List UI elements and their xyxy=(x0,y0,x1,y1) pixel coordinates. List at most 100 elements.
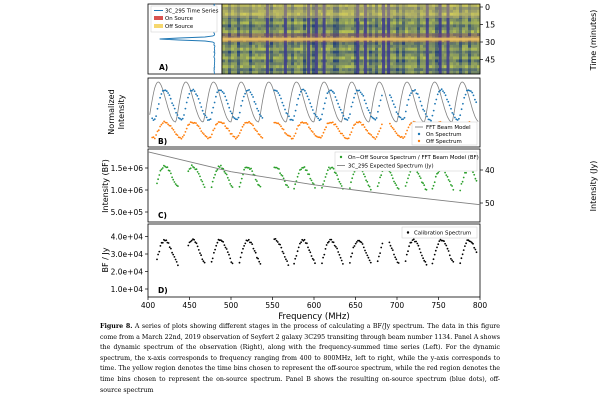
heatmap-cell xyxy=(384,68,388,72)
calibration-point xyxy=(418,248,421,250)
off-spectrum-point xyxy=(338,130,341,133)
heatmap-cell xyxy=(342,59,346,63)
heatmap-cell xyxy=(417,41,421,46)
heatmap-cell xyxy=(429,6,433,11)
off-spectrum-point xyxy=(242,123,245,126)
heatmap-cell xyxy=(261,62,265,66)
heatmap-cell xyxy=(252,53,256,57)
on-spectrum-point xyxy=(412,90,415,92)
on-spectrum-point xyxy=(371,116,374,119)
heatmap-cell xyxy=(333,12,337,16)
off-spectrum-point xyxy=(197,125,200,128)
on-spectrum-point xyxy=(367,109,370,112)
ratio-spectrum-point xyxy=(159,169,162,172)
heatmap-cell xyxy=(300,30,304,34)
heatmap-cell xyxy=(288,68,292,72)
heatmap-cell xyxy=(396,56,400,60)
heatmap-cell xyxy=(276,15,280,19)
heatmap-cell xyxy=(225,15,229,19)
heatmap-cell xyxy=(291,21,295,25)
on-spectrum-point xyxy=(436,93,439,96)
calibration-point xyxy=(257,257,259,260)
heatmap-cell xyxy=(336,15,340,19)
heatmap-cell xyxy=(294,50,298,54)
heatmap-cell xyxy=(255,41,259,46)
heatmap-cell xyxy=(270,47,274,51)
ratio-spectrum-point xyxy=(287,186,290,189)
heatmap-cell xyxy=(414,15,418,19)
calibration-point xyxy=(325,244,328,246)
on-spectrum-point xyxy=(446,98,448,101)
heatmap-cell xyxy=(360,12,364,16)
heatmap-cell xyxy=(432,53,436,57)
heatmap-cell xyxy=(258,15,262,19)
heatmap-cell xyxy=(453,47,457,51)
heatmap-cell xyxy=(414,47,418,51)
heatmap-cell xyxy=(261,56,265,60)
off-spectrum-point xyxy=(281,127,284,130)
on-spectrum-point xyxy=(195,93,197,95)
heatmap-cell xyxy=(342,50,346,54)
ratio-spectrum-point xyxy=(256,180,258,183)
on-spectrum-point xyxy=(363,99,366,102)
heatmap-cell xyxy=(318,12,322,16)
heatmap-cell xyxy=(366,53,370,57)
ratio-spectrum-point xyxy=(189,167,192,170)
off-spectrum-point xyxy=(292,137,294,140)
heatmap-cell xyxy=(360,30,364,34)
on-spectrum-point xyxy=(276,90,278,92)
heatmap-cell xyxy=(414,71,418,75)
heatmap-cell xyxy=(474,12,478,16)
heatmap-cell xyxy=(333,62,337,66)
ratio-spectrum-point xyxy=(193,166,196,169)
heatmap-cell xyxy=(342,41,346,46)
calibration-point xyxy=(297,246,300,249)
legend-on-source-swatch xyxy=(154,16,163,20)
heatmap-cell xyxy=(264,27,268,31)
heatmap-cell xyxy=(444,68,448,72)
heatmap-cell xyxy=(405,33,409,37)
heatmap-cell xyxy=(399,15,403,19)
heatmap-cell xyxy=(297,44,301,48)
heatmap-cell xyxy=(297,41,301,46)
heatmap-cell xyxy=(435,71,439,75)
heatmap-cell xyxy=(243,18,247,22)
heatmap-cell xyxy=(420,71,424,75)
heatmap-cell xyxy=(276,50,280,54)
heatmap-cell xyxy=(423,68,427,72)
ratio-spectrum-point xyxy=(461,180,464,183)
ratio-spectrum-point xyxy=(405,181,408,184)
heatmap-cell xyxy=(231,33,235,37)
ratio-spectrum-point xyxy=(158,174,161,176)
heatmap-cell xyxy=(318,30,322,34)
heatmap-cell xyxy=(375,71,379,75)
heatmap-cell xyxy=(396,41,400,46)
heatmap-cell xyxy=(468,9,472,13)
on-spectrum-point xyxy=(188,93,191,95)
heatmap-cell xyxy=(273,56,277,60)
heatmap-cell xyxy=(393,44,397,48)
heatmap-cell xyxy=(468,18,472,22)
ratio-spectrum-point xyxy=(337,178,340,181)
on-spectrum-point xyxy=(440,88,443,91)
heatmap-cell xyxy=(408,44,412,48)
heatmap-cell xyxy=(432,59,436,63)
heatmap-cell xyxy=(477,33,481,37)
heatmap-cell xyxy=(309,68,313,72)
heatmap-cell xyxy=(402,21,406,25)
heatmap-cell xyxy=(456,9,460,13)
heatmap-cell xyxy=(477,27,481,31)
heatmap-cell xyxy=(372,68,376,72)
heatmap-cell xyxy=(339,33,343,37)
heatmap-cell xyxy=(249,24,253,28)
heatmap-cell xyxy=(234,65,238,69)
on-spectrum-point xyxy=(451,112,454,114)
on-spectrum-point xyxy=(411,89,414,92)
calibration-point xyxy=(174,258,177,261)
heatmap-cell xyxy=(456,56,460,60)
heatmap-cell xyxy=(312,41,316,46)
heatmap-cell xyxy=(276,4,280,8)
heatmap-cell xyxy=(372,41,376,46)
heatmap-cell xyxy=(318,21,322,25)
heatmap-cell xyxy=(237,68,241,72)
